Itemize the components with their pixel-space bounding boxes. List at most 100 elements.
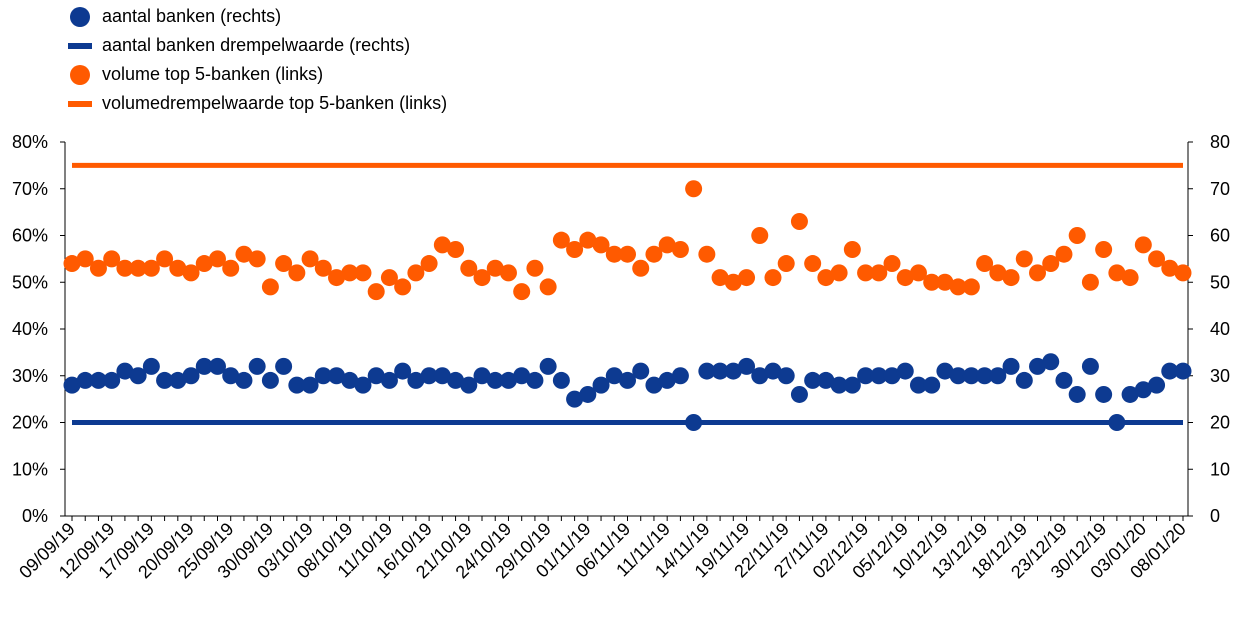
point-aantal-banken xyxy=(447,371,465,389)
point-volume-top5 xyxy=(936,273,954,291)
point-aantal-banken xyxy=(513,367,531,385)
right-y-tick-label: 40 xyxy=(1210,319,1230,339)
point-aantal-banken xyxy=(1015,371,1033,389)
point-volume-top5 xyxy=(486,259,504,277)
point-volume-top5 xyxy=(76,250,94,268)
point-aantal-banken xyxy=(830,376,848,394)
point-aantal-banken xyxy=(420,367,438,385)
point-volume-top5 xyxy=(843,241,861,259)
point-aantal-banken xyxy=(499,371,517,389)
point-aantal-banken xyxy=(1002,357,1020,375)
point-aantal-banken xyxy=(989,367,1007,385)
point-volume-top5 xyxy=(1121,269,1139,287)
left-y-tick-label: 40% xyxy=(12,319,48,339)
point-volume-top5 xyxy=(103,250,121,268)
point-volume-top5 xyxy=(1055,245,1073,263)
point-volume-top5 xyxy=(539,278,557,296)
point-aantal-banken xyxy=(552,371,570,389)
point-volume-top5 xyxy=(354,264,372,282)
point-volume-top5 xyxy=(552,231,570,249)
point-aantal-banken xyxy=(645,376,663,394)
point-volume-top5 xyxy=(301,250,319,268)
point-aantal-banken xyxy=(738,357,756,375)
point-aantal-banken xyxy=(89,371,107,389)
point-volume-top5 xyxy=(883,255,901,273)
point-volume-top5 xyxy=(790,212,808,230)
legend-marker-orange-dot xyxy=(70,64,90,85)
point-volume-top5 xyxy=(764,269,782,287)
point-aantal-banken xyxy=(764,362,782,380)
point-aantal-banken xyxy=(1174,362,1192,380)
point-aantal-banken xyxy=(605,367,623,385)
point-aantal-banken xyxy=(248,357,266,375)
legend-label: aantal banken (rechts) xyxy=(102,6,282,26)
point-volume-top5 xyxy=(619,245,636,263)
point-aantal-banken xyxy=(460,376,478,394)
legend-item-aantal-banken-drempel: aantal banken drempelwaarde (rechts) xyxy=(60,31,447,60)
point-volume-top5 xyxy=(830,264,848,282)
point-aantal-banken xyxy=(129,367,147,385)
legend: aantal banken (rechts) aantal banken dre… xyxy=(60,2,447,118)
point-aantal-banken xyxy=(923,376,941,394)
point-volume-top5 xyxy=(817,269,835,287)
point-volume-top5 xyxy=(367,283,385,301)
point-aantal-banken xyxy=(870,367,888,385)
point-aantal-banken xyxy=(883,367,901,385)
point-volume-top5 xyxy=(1148,250,1166,268)
legend-label: volume top 5-banken (links) xyxy=(102,64,324,84)
point-aantal-banken xyxy=(222,367,240,385)
point-volume-top5 xyxy=(433,236,451,254)
point-aantal-banken xyxy=(1081,357,1099,375)
point-volume-top5 xyxy=(658,236,676,254)
point-aantal-banken xyxy=(208,357,226,375)
point-aantal-banken xyxy=(407,371,425,389)
point-aantal-banken xyxy=(896,362,914,380)
point-volume-top5 xyxy=(632,259,650,277)
point-aantal-banken xyxy=(235,371,253,389)
point-aantal-banken xyxy=(116,362,134,380)
point-volume-top5 xyxy=(420,255,438,273)
point-aantal-banken xyxy=(632,362,650,380)
legend-label: volumedrempelwaarde top 5-banken (links) xyxy=(102,93,448,113)
point-aantal-banken xyxy=(1108,414,1126,431)
left-y-tick-label: 80% xyxy=(12,132,48,152)
legend-item-aantal-banken: aantal banken (rechts) xyxy=(60,2,447,31)
point-volume-top5 xyxy=(460,259,478,277)
right-y-tick-label: 60 xyxy=(1210,226,1230,246)
point-volume-top5 xyxy=(328,269,346,287)
point-volume-top5 xyxy=(685,180,703,198)
point-volume-top5 xyxy=(195,255,213,273)
point-aantal-banken xyxy=(777,367,795,385)
point-aantal-banken xyxy=(1148,376,1166,394)
point-volume-top5 xyxy=(698,245,716,263)
point-aantal-banken xyxy=(1029,357,1047,375)
point-volume-top5 xyxy=(169,259,187,277)
point-volume-top5 xyxy=(407,264,425,282)
right-y-tick-label: 10 xyxy=(1210,459,1230,479)
right-y-tick-label: 20 xyxy=(1210,413,1230,433)
legend-marker-blue-dot xyxy=(70,6,90,27)
point-volume-top5 xyxy=(566,241,584,259)
left-y-tick-label: 70% xyxy=(12,179,48,199)
point-aantal-banken xyxy=(566,390,584,408)
right-y-tick-label: 50 xyxy=(1210,272,1230,292)
left-y-tick-label: 50% xyxy=(12,272,48,292)
point-volume-top5 xyxy=(1042,255,1060,273)
point-aantal-banken xyxy=(804,371,822,389)
point-aantal-banken xyxy=(486,371,504,389)
point-volume-top5 xyxy=(1174,264,1192,282)
point-aantal-banken xyxy=(473,367,491,385)
point-volume-top5 xyxy=(513,283,531,301)
left-y-tick-label: 60% xyxy=(12,226,48,246)
legend-marker-blue-line xyxy=(68,42,92,49)
point-volume-top5 xyxy=(142,259,160,277)
point-volume-top5 xyxy=(1002,269,1020,287)
point-volume-top5 xyxy=(63,255,81,273)
point-volume-top5 xyxy=(1068,227,1086,244)
point-aantal-banken xyxy=(698,362,716,380)
point-volume-top5 xyxy=(738,269,756,287)
point-volume-top5 xyxy=(751,227,769,244)
point-volume-top5 xyxy=(275,255,293,273)
point-volume-top5 xyxy=(499,264,517,282)
